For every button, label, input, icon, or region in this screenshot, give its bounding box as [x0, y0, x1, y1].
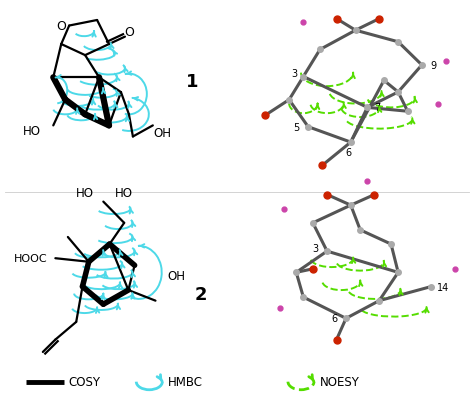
- Text: HO: HO: [115, 187, 133, 200]
- Text: COSY: COSY: [69, 375, 101, 388]
- Text: O: O: [124, 26, 134, 38]
- Text: 6: 6: [346, 148, 351, 157]
- Text: HOOC: HOOC: [14, 253, 47, 263]
- Text: 14: 14: [437, 282, 449, 292]
- Text: 3: 3: [312, 243, 318, 253]
- Text: 1: 1: [186, 73, 199, 91]
- Text: HO: HO: [22, 125, 40, 138]
- Text: OH: OH: [167, 270, 185, 283]
- Text: NOESY: NOESY: [320, 375, 360, 388]
- Text: 9: 9: [431, 61, 437, 71]
- Text: O: O: [56, 20, 66, 33]
- Text: 2: 2: [195, 285, 208, 303]
- Text: OH: OH: [154, 127, 172, 140]
- Text: 3: 3: [291, 69, 297, 79]
- Text: 7: 7: [374, 103, 380, 113]
- Text: HO: HO: [75, 187, 93, 200]
- Text: 6: 6: [331, 314, 337, 324]
- Text: HMBC: HMBC: [168, 375, 203, 388]
- Text: 5: 5: [293, 122, 300, 132]
